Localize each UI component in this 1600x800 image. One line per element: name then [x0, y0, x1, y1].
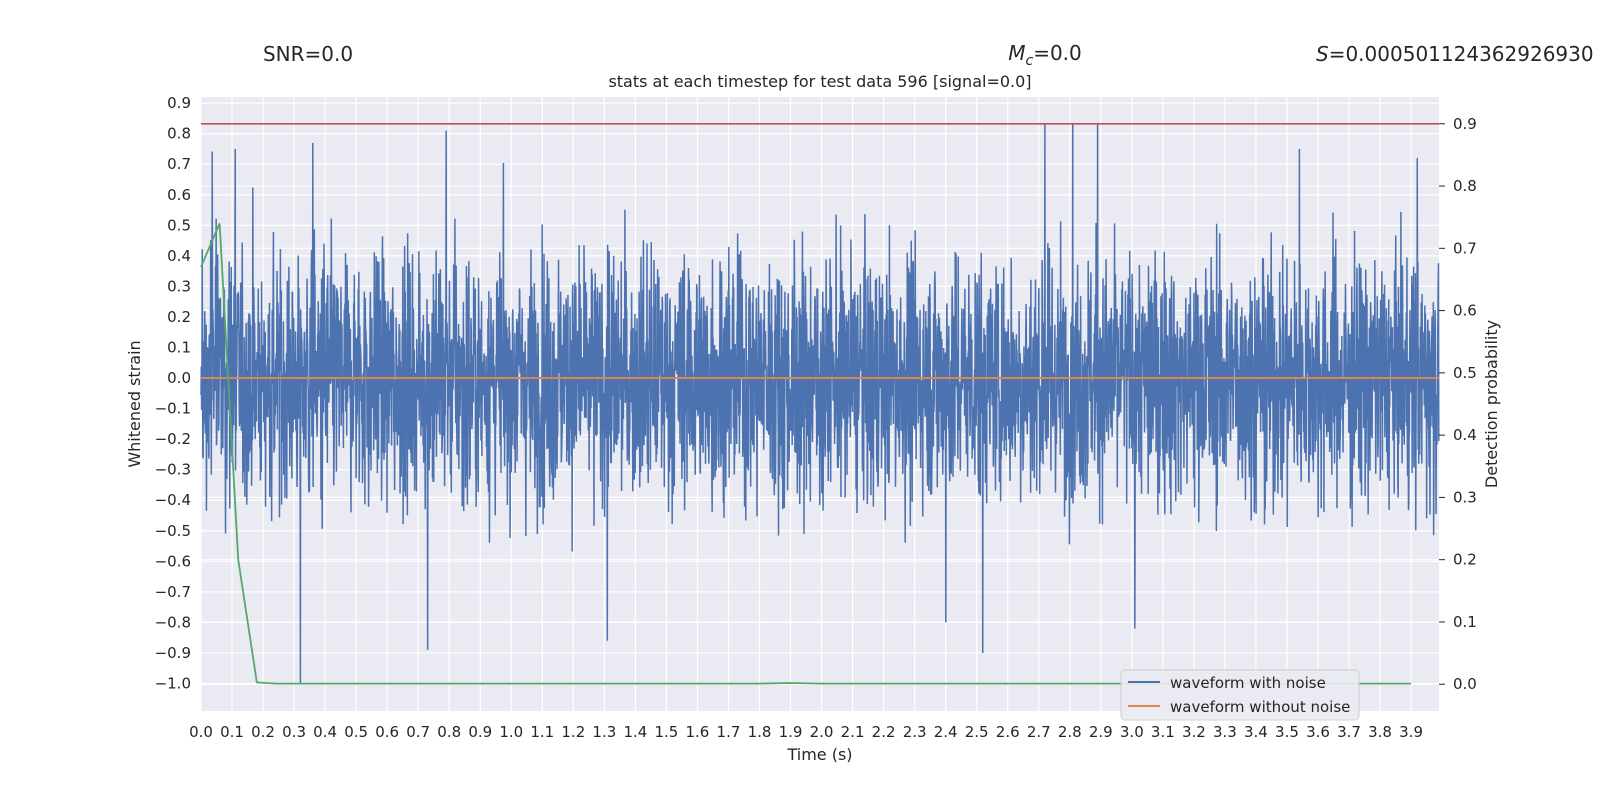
x-tick-label: 2.6 — [996, 723, 1020, 741]
chirp-mass-label: Mc=0.0 — [1008, 41, 1082, 69]
x-tick-label: 0.3 — [282, 723, 306, 741]
s-stat-label: S=0.000501124362926930 — [1316, 42, 1594, 66]
y-tick-label-left: −0.5 — [155, 522, 191, 540]
x-axis-label: Time (s) — [786, 745, 852, 764]
x-tick-label: 2.4 — [934, 723, 958, 741]
x-tick-label: 3.6 — [1306, 723, 1330, 741]
y-tick-label-left: −0.9 — [155, 644, 191, 662]
y-tick-label-right: 0.4 — [1453, 426, 1477, 444]
x-tick-label: 2.3 — [903, 723, 927, 741]
y-axis-label-right: Detection probability — [1482, 320, 1501, 488]
x-tick-label: 3.8 — [1368, 723, 1392, 741]
x-tick-label: 3.7 — [1337, 723, 1361, 741]
x-tick-label: 0.9 — [468, 723, 492, 741]
x-tick-label: 1.2 — [561, 723, 585, 741]
y-tick-label-right: 0.2 — [1453, 551, 1477, 569]
x-tick-label: 2.2 — [872, 723, 896, 741]
y-tick-label-left: 0.2 — [167, 308, 191, 326]
x-tick-label: 1.9 — [779, 723, 803, 741]
x-tick-label: 3.9 — [1399, 723, 1423, 741]
x-tick-label: 0.5 — [344, 723, 368, 741]
y-tick-label-left: −0.4 — [155, 491, 191, 509]
y-tick-label-right: 0.3 — [1453, 488, 1477, 506]
y-ticks-right: 0.9 0.8 0.7 0.6 0.5 0.4 0.3 0.2 0.1 0.0 — [1439, 115, 1477, 693]
y-tick-label-left: −0.2 — [155, 430, 191, 448]
x-tick-label: 0.2 — [251, 723, 275, 741]
y-tick-label-left: 0.4 — [167, 247, 191, 265]
x-tick-label: 1.0 — [499, 723, 523, 741]
series-waveform-with-noise — [200, 124, 1440, 684]
y-tick-label-left: −1.0 — [155, 675, 191, 693]
y-tick-label-left: 0.3 — [167, 277, 191, 295]
x-tick-label: 2.7 — [1027, 723, 1051, 741]
snr-label: SNR=0.0 — [263, 42, 353, 66]
legend-label-noise: waveform with noise — [1170, 674, 1326, 692]
y-tick-label-right: 0.7 — [1453, 239, 1477, 257]
y-ticks-left: 0.9 0.8 0.7 0.6 0.5 0.4 0.3 0.2 0.1 0.0 −0.1 −0.2 −0… — [155, 94, 191, 692]
x-tick-label: 3.5 — [1275, 723, 1299, 741]
y-tick-label-left: 0.1 — [167, 338, 191, 356]
chirp-mass-symbol: M — [1008, 41, 1025, 65]
x-tick-label: 1.3 — [592, 723, 616, 741]
x-tick-label: 2.1 — [841, 723, 865, 741]
y-tick-label-left: −0.3 — [155, 461, 191, 479]
y-tick-label-right: 0.9 — [1453, 115, 1477, 133]
s-stat-value: =0.000501124362926930 — [1329, 42, 1594, 66]
x-ticks: 0.0 0.1 0.2 0.3 0.4 0.5 0.6 0.7 0.8 0.9 1.0 1.1 1.2 1… — [189, 723, 1423, 741]
x-tick-label: 3.3 — [1213, 723, 1237, 741]
x-tick-label: 2.8 — [1058, 723, 1082, 741]
y-tick-label-right: 0.8 — [1453, 177, 1477, 195]
x-tick-label: 0.6 — [375, 723, 399, 741]
series-detection-probability — [200, 223, 1412, 685]
x-tick-label: 3.2 — [1182, 723, 1206, 741]
chirp-mass-value: =0.0 — [1033, 41, 1082, 65]
x-tick-label: 3.1 — [1151, 723, 1175, 741]
y-tick-label-left: 0.5 — [167, 216, 191, 234]
y-tick-label-left: 0.7 — [167, 155, 191, 173]
series-layer — [200, 122, 1440, 685]
x-tick-label: 0.4 — [313, 723, 337, 741]
y-tick-label-left: 0.0 — [167, 369, 191, 387]
y-tick-label-left: 0.8 — [167, 125, 191, 143]
y-tick-label-left: −0.7 — [155, 583, 191, 601]
s-stat-symbol: S — [1316, 42, 1329, 66]
y-tick-label-right: 0.5 — [1453, 364, 1477, 382]
x-tick-label: 1.7 — [717, 723, 741, 741]
x-tick-label: 1.5 — [654, 723, 678, 741]
chart-title: stats at each timestep for test data 596… — [608, 72, 1031, 91]
y-tick-label-right: 0.6 — [1453, 302, 1477, 320]
y-tick-label-left: 0.9 — [167, 94, 191, 112]
x-tick-label: 0.1 — [220, 723, 244, 741]
x-tick-label: 3.4 — [1244, 723, 1268, 741]
x-tick-label: 3.0 — [1120, 723, 1144, 741]
y-axis-label-left: Whitened strain — [125, 340, 144, 467]
y-tick-label-right: 0.1 — [1453, 613, 1477, 631]
y-tick-label-left: 0.6 — [167, 186, 191, 204]
x-tick-label: 2.0 — [810, 723, 834, 741]
x-tick-label: 1.6 — [686, 723, 710, 741]
x-tick-label: 0.8 — [437, 723, 461, 741]
x-tick-label: 2.9 — [1089, 723, 1113, 741]
x-tick-label: 2.5 — [965, 723, 989, 741]
legend: waveform with noise waveform without noi… — [1120, 669, 1360, 721]
y-tick-label-left: −0.6 — [155, 552, 191, 570]
y-tick-label-left: −0.8 — [155, 613, 191, 631]
x-tick-label: 0.0 — [189, 723, 213, 741]
x-tick-label: 1.1 — [530, 723, 554, 741]
x-tick-label: 1.4 — [623, 723, 647, 741]
y-tick-label-left: −0.1 — [155, 400, 191, 418]
x-tick-label: 1.8 — [748, 723, 772, 741]
legend-box — [1120, 669, 1360, 721]
chirp-mass-subscript: c — [1025, 53, 1033, 69]
x-tick-label: 0.7 — [406, 723, 430, 741]
y-tick-label-right: 0.0 — [1453, 675, 1477, 693]
legend-label-clean: waveform without noise — [1170, 698, 1350, 716]
